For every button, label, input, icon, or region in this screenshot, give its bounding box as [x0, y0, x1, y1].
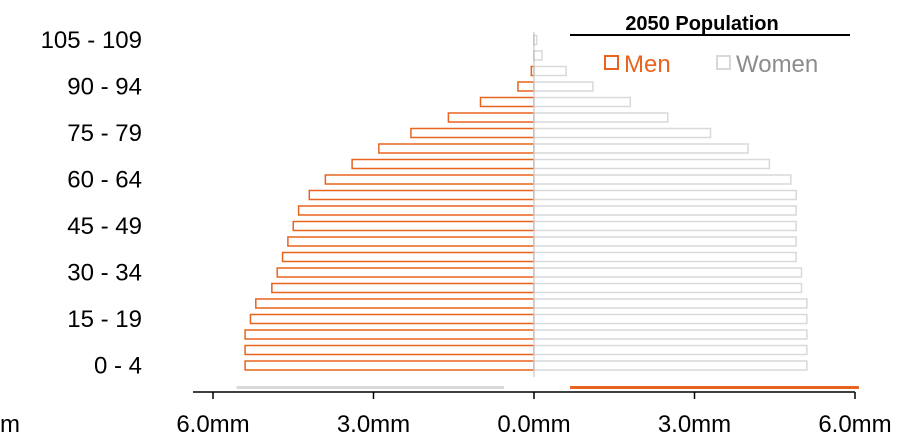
bar-men-7	[281, 251, 535, 263]
bar-women-11	[533, 189, 797, 201]
bar-women-12	[533, 174, 792, 185]
legend-women-swatch	[716, 55, 731, 70]
x-tick-label-1: 3.0mm	[337, 411, 410, 438]
bar-women-1	[533, 344, 808, 356]
bar-men-12	[324, 174, 535, 185]
bar-men-17	[479, 96, 535, 108]
bar-men-1	[244, 344, 535, 356]
bar-men-3	[249, 313, 535, 325]
bar-men-2	[244, 329, 535, 340]
legend: 2050 Population Men Women	[570, 13, 850, 78]
x-tick-label-3: 3.0mm	[658, 411, 731, 438]
y-tick-label-1: 90 - 94	[67, 74, 142, 101]
bar-men-5	[271, 282, 535, 294]
bar-women-17	[533, 96, 632, 108]
y-tick-label-5: 30 - 34	[67, 260, 142, 287]
bar-men-10	[297, 205, 535, 216]
y-tick-label-0: 105 - 109	[41, 27, 142, 54]
legend-men-label: Men	[624, 51, 671, 78]
bar-women-15	[533, 127, 712, 139]
bar-women-3	[533, 313, 808, 325]
bar-women-14	[533, 143, 749, 154]
bar-women-19	[533, 65, 567, 77]
bar-men-6	[276, 267, 535, 278]
bar-men-4	[255, 298, 535, 309]
bar-women-4	[533, 298, 808, 309]
bar-men-0	[244, 360, 535, 371]
bar-women-7	[533, 251, 797, 263]
y-tick-label-3: 60 - 64	[67, 167, 142, 194]
bar-women-8	[533, 236, 797, 247]
legend-men-swatch	[604, 55, 619, 70]
extra-bar-right	[570, 386, 859, 389]
y-tick-label-6: 15 - 19	[67, 306, 142, 333]
y-tick-label-2: 75 - 79	[67, 120, 142, 147]
bar-women-13	[533, 158, 771, 170]
bar-men-16	[447, 112, 535, 123]
chart-title: 2050 Population	[625, 13, 778, 35]
x-tick-label-0: 6.0mm	[176, 411, 249, 438]
y-tick-label-4: 45 - 49	[67, 213, 142, 240]
bar-women-2	[533, 329, 808, 340]
bar-women-10	[533, 205, 797, 216]
legend-women-label: Women	[736, 51, 818, 78]
x-tick-label-2: 0.0mm	[497, 411, 570, 438]
bar-men-15	[410, 127, 535, 139]
bar-women-0	[533, 360, 808, 371]
bar-women-5	[533, 282, 803, 294]
bar-women-6	[533, 267, 803, 278]
bar-men-14	[378, 143, 535, 154]
bar-men-13	[351, 158, 535, 170]
x-tick-label-4: 6.0mm	[818, 411, 891, 438]
bar-men-9	[292, 220, 535, 232]
bar-men-8	[287, 236, 535, 247]
bar-women-18	[533, 81, 594, 92]
bar-women-9	[533, 220, 797, 232]
bar-men-18	[517, 81, 535, 92]
y-axis-ticks: 105 - 109 90 - 94 75 - 79 60 - 64 45 - 49 30 …	[41, 27, 142, 380]
bar-women-20	[533, 50, 543, 61]
bar-women-16	[533, 112, 669, 123]
extra-bar-left	[236, 386, 504, 389]
bars-layer	[236, 32, 859, 389]
partial-x-tick-label: m	[0, 411, 20, 438]
bar-men-11	[308, 189, 535, 201]
x-axis-ticks: 6.0mm 3.0mm 0.0mm 3.0mm 6.0mm	[176, 392, 892, 438]
y-tick-label-7: 0 - 4	[94, 353, 142, 380]
